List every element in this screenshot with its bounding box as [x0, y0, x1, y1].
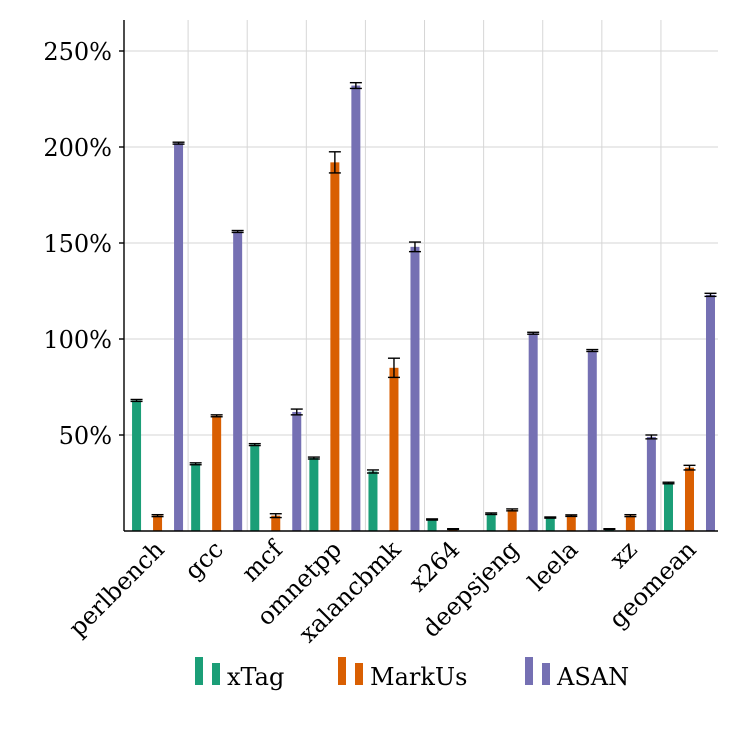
y-tick-label: 100% — [43, 326, 112, 354]
bar-xtag-xalancbmk — [368, 471, 378, 531]
axes-layer — [119, 20, 718, 532]
legend-label-markus: MarkUs — [370, 663, 467, 691]
bar-markus-leela — [566, 515, 576, 531]
legend-swatch-markus-b — [355, 663, 363, 685]
bar-xtag-mcf — [250, 444, 260, 531]
legend-swatch-xtag-b — [212, 663, 220, 685]
legend-swatch-xtag-a — [195, 657, 203, 685]
bar-asan-geomean — [705, 294, 715, 531]
x-tick-label: perlbench — [63, 535, 170, 642]
bars-layer — [130, 81, 717, 532]
y-tick-label: 150% — [43, 230, 112, 258]
bar-markus-omnetpp — [330, 162, 340, 532]
bar-markus-mcf — [271, 515, 281, 531]
bar-asan-xz — [646, 436, 656, 531]
bar-markus-perlbench — [153, 515, 163, 531]
x-tick-label: mcf — [236, 534, 289, 587]
y-tick-label: 50% — [59, 422, 112, 450]
legend-swatch-asan-a — [525, 657, 533, 685]
bar-markus-gcc — [212, 415, 222, 531]
legend: xTag MarkUs ASAN — [195, 657, 629, 691]
bar-asan-omnetpp — [351, 85, 361, 531]
bar-xtag-deepsjeng — [486, 513, 496, 531]
x-tick-label: leela — [523, 535, 584, 596]
y-tick-label: 250% — [43, 38, 112, 66]
x-tick-label: xz — [604, 535, 642, 573]
legend-label-asan: ASAN — [556, 663, 629, 691]
bar-markus-geomean — [684, 467, 694, 531]
grid-layer — [124, 20, 718, 531]
x-tick-labels: perlbench gcc mcfomnetppxalancbmkx264deeps… — [63, 534, 701, 648]
bar-xtag-perlbench — [132, 400, 142, 531]
y-tick-label: 200% — [43, 134, 112, 162]
bar-asan-leela — [587, 350, 597, 531]
x-tick-label: gcc — [179, 535, 229, 585]
bar-xtag-geomean — [663, 483, 673, 531]
bar-xtag-gcc — [191, 463, 201, 531]
bar-asan-xalancbmk — [410, 246, 420, 531]
bar-asan-perlbench — [174, 143, 184, 531]
y-tick-labels: 50% 100% 150% 200% 250% — [43, 38, 112, 450]
bar-markus-deepsjeng — [507, 509, 517, 531]
legend-label-xtag: xTag — [227, 663, 284, 691]
bar-asan-mcf — [292, 411, 302, 531]
bar-xtag-x264 — [427, 519, 437, 531]
bar-asan-gcc — [233, 231, 243, 532]
bar-markus-xz — [625, 515, 635, 531]
legend-swatch-markus-a — [338, 657, 346, 685]
bar-asan-deepsjeng — [528, 333, 538, 531]
bar-xtag-omnetpp — [309, 458, 319, 531]
bar-xtag-leela — [545, 517, 555, 531]
bar-markus-xalancbmk — [389, 367, 399, 531]
legend-swatch-asan-b — [542, 663, 550, 685]
